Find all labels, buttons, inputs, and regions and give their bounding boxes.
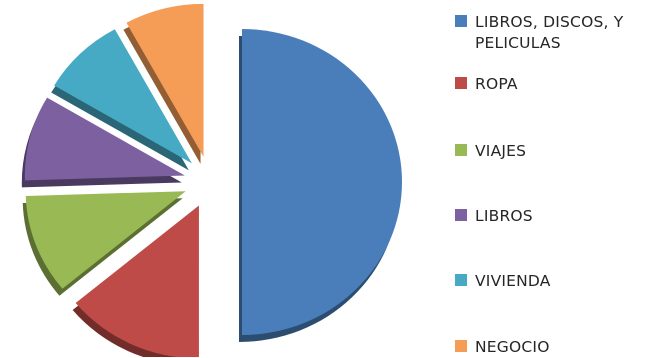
pie-slice-vivienda [51,29,192,171]
legend-swatch [455,15,467,27]
legend-swatch [455,144,467,156]
legend-label: LIBROS, DISCOS, Y PELICULAS [475,13,624,52]
pie-slice-libros-discos-y-peliculas [239,29,402,342]
legend-item-viajes: VIAJES [455,141,649,162]
pie-slices [21,3,402,357]
legend-label: NEGOCIO [475,338,550,356]
pie-slice-top [54,29,192,164]
legend-label: VIAJES [475,142,527,160]
pie-slice-negocio [123,3,204,164]
chart-legend: LIBROS, DISCOS, Y PELICULAS ROPA VIAJES … [455,0,649,357]
legend-label: VIVIENDA [475,272,551,290]
legend-swatch [455,77,467,89]
legend-item-libros: LIBROS [455,206,649,227]
pie-slice-libros [21,97,185,188]
legend-item-negocio: NEGOCIO [455,337,649,358]
pie-slice-top [24,97,185,181]
legend-swatch [455,340,467,352]
legend-swatch [455,274,467,286]
pie-slice-top [126,3,204,157]
legend-label: LIBROS [475,207,533,225]
pie-slice-top [25,191,186,289]
legend-label: ROPA [475,75,518,93]
pie-slice-top [75,205,199,357]
pie-slice-top [242,29,402,335]
pie-slice-viajes [22,191,186,296]
legend-swatch [455,209,467,221]
legend-item-libros-discos-peliculas: LIBROS, DISCOS, Y PELICULAS [455,12,649,54]
legend-item-ropa: ROPA [455,74,649,95]
legend-item-vivienda: VIVIENDA [455,271,649,292]
pie-slice-ropa [72,205,199,357]
